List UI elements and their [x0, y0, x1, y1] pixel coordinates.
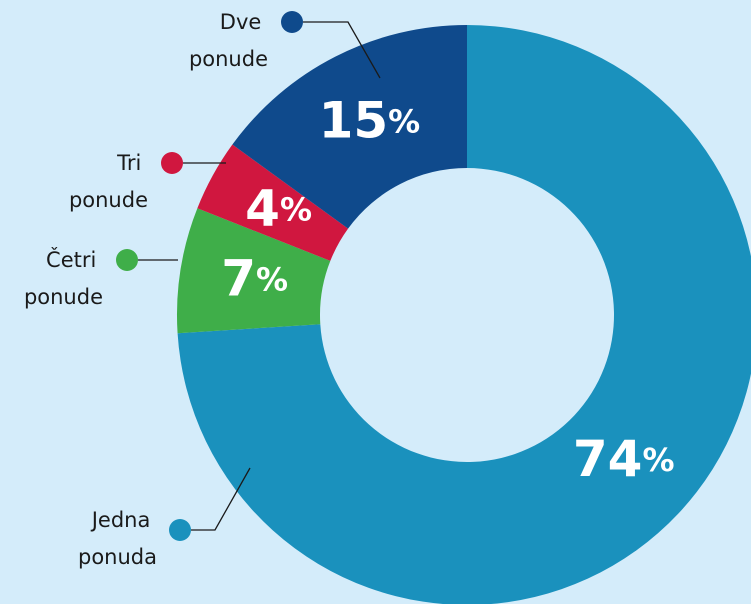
legend-dot: [169, 519, 191, 541]
donut-slice: [232, 25, 467, 229]
value-label: 74%: [573, 430, 675, 488]
category-label: Tri ponude: [69, 151, 148, 212]
legend-dot: [116, 249, 138, 271]
donut-slice: [197, 144, 349, 261]
category-label: Dve ponude: [189, 10, 268, 71]
category-label: Jedna ponuda: [78, 508, 157, 569]
value-label: 7%: [221, 249, 288, 307]
donut-slice: [177, 25, 751, 604]
legend-dot: [281, 11, 303, 33]
legend-dot: [161, 152, 183, 174]
value-label: 15%: [319, 91, 421, 149]
donut-slice: [177, 208, 331, 334]
category-label: Četri ponude: [24, 247, 103, 309]
leader-line: [303, 21, 381, 79]
leader-line: [191, 467, 251, 531]
